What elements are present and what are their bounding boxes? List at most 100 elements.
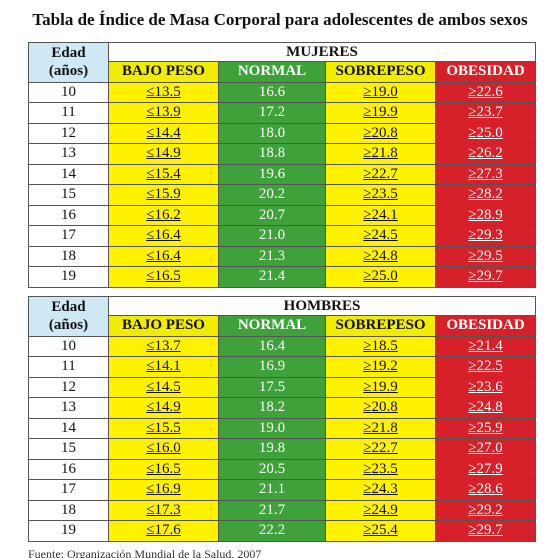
age-header-line2: (años) xyxy=(48,63,89,80)
sobrepeso-cell: ≥24.9 xyxy=(325,499,436,521)
bajo-peso-cell-value: ≤15.9 xyxy=(146,186,181,203)
obesidad-cell: ≥29.5 xyxy=(435,245,536,267)
table-row: 19 ≤16.5 21.4 ≥25.0 ≥29.7 xyxy=(28,266,536,288)
obesidad-cell: ≥23.6 xyxy=(435,376,536,398)
normal-cell: 19.8 xyxy=(218,438,326,460)
obesidad-cell-value: ≥29.7 xyxy=(468,522,503,539)
bajo-peso-cell: ≤16.5 xyxy=(108,458,219,480)
sobrepeso-cell-value: ≥19.0 xyxy=(363,83,398,100)
normal-cell: 21.1 xyxy=(218,479,326,501)
table-row: 18 ≤16.4 21.3 ≥24.8 ≥29.5 xyxy=(28,245,536,267)
obesidad-cell-value: ≥22.5 xyxy=(468,358,503,375)
age-cell: 11 xyxy=(28,356,109,378)
bajo-peso-cell: ≤15.9 xyxy=(108,184,219,206)
obesidad-cell-value: ≥29.3 xyxy=(468,227,503,244)
obesidad-cell-value: ≥26.2 xyxy=(468,145,503,162)
bajo-peso-cell-value: ≤16.2 xyxy=(146,206,181,223)
table-row: 14 ≤15.4 19.6 ≥22.7 ≥27.3 xyxy=(28,163,536,185)
sobrepeso-cell: ≥21.8 xyxy=(325,143,436,165)
age-cell: 18 xyxy=(28,245,109,267)
age-cell: 10 xyxy=(28,81,109,103)
sobrepeso-cell: ≥25.0 xyxy=(325,266,436,288)
obesidad-cell-value: ≥23.7 xyxy=(468,104,503,121)
sobrepeso-cell: ≥21.8 xyxy=(325,417,436,439)
group-header-hombres: HOMBRES xyxy=(108,296,536,316)
age-cell: 15 xyxy=(28,184,109,206)
hombres-rows: 10 ≤13.7 16.4 ≥18.5 ≥21.4 11 ≤14.1 16.9 ≥19.2 ≥22… xyxy=(28,335,536,542)
age-cell: 16 xyxy=(28,458,109,480)
obesidad-cell-value: ≥28.2 xyxy=(468,186,503,203)
obesidad-cell-value: ≥24.8 xyxy=(468,399,503,416)
age-cell: 15 xyxy=(28,438,109,460)
sobrepeso-cell: ≥22.7 xyxy=(325,163,436,185)
age-cell: 17 xyxy=(28,479,109,501)
bajo-peso-cell-value: ≤16.4 xyxy=(146,227,181,244)
sobrepeso-cell-value: ≥24.1 xyxy=(363,206,398,223)
obesidad-cell: ≥24.8 xyxy=(435,397,536,419)
age-header-line1: Edad xyxy=(51,299,86,316)
bajo-peso-cell: ≤13.9 xyxy=(108,102,219,124)
normal-cell: 19.0 xyxy=(218,417,326,439)
group-header-mujeres: MUJERES xyxy=(108,42,536,62)
bajo-peso-cell-value: ≤13.9 xyxy=(146,104,181,121)
normal-cell: 18.8 xyxy=(218,143,326,165)
table-row: 12 ≤14.5 17.5 ≥19.9 ≥23.6 xyxy=(28,376,536,398)
age-cell: 16 xyxy=(28,204,109,226)
bajo-peso-cell-value: ≤17.6 xyxy=(146,522,181,539)
obesidad-cell-value: ≥25.0 xyxy=(468,124,503,141)
sobrepeso-cell: ≥19.9 xyxy=(325,102,436,124)
col-header-obesidad: OBESIDAD xyxy=(435,315,536,337)
obesidad-cell: ≥27.0 xyxy=(435,438,536,460)
table-row: 11 ≤14.1 16.9 ≥19.2 ≥22.5 xyxy=(28,356,536,378)
obesidad-cell-value: ≥22.6 xyxy=(468,83,503,100)
hombres-table: Edad (años) HOMBRES BAJO PESO NORMAL SOB… xyxy=(28,296,536,542)
sobrepeso-cell-value: ≥25.0 xyxy=(363,268,398,285)
obesidad-cell-value: ≥23.6 xyxy=(468,378,503,395)
table-row: 19 ≤17.6 22.2 ≥25.4 ≥29.7 xyxy=(28,520,536,542)
obesidad-cell: ≥28.9 xyxy=(435,204,536,226)
bajo-peso-cell: ≤14.9 xyxy=(108,397,219,419)
obesidad-cell: ≥22.5 xyxy=(435,356,536,378)
table-row: 15 ≤15.9 20.2 ≥23.5 ≥28.2 xyxy=(28,184,536,206)
sobrepeso-cell: ≥24.5 xyxy=(325,225,436,247)
age-header-line2: (años) xyxy=(48,317,89,334)
obesidad-cell-value: ≥28.6 xyxy=(468,481,503,498)
normal-cell: 18.0 xyxy=(218,122,326,144)
page-title: Tabla de Índice de Masa Corporal para ad… xyxy=(32,10,528,29)
age-cell: 19 xyxy=(28,520,109,542)
table-row: 14 ≤15.5 19.0 ≥21.8 ≥25.9 xyxy=(28,417,536,439)
col-header-normal: NORMAL xyxy=(218,61,326,83)
age-cell: 17 xyxy=(28,225,109,247)
table-row: 18 ≤17.3 21.7 ≥24.9 ≥29.2 xyxy=(28,499,536,521)
sobrepeso-cell-value: ≥25.4 xyxy=(363,522,398,539)
bajo-peso-cell-value: ≤16.9 xyxy=(146,481,181,498)
bajo-peso-cell-value: ≤15.5 xyxy=(146,419,181,436)
sobrepeso-cell: ≥20.8 xyxy=(325,122,436,144)
table-row: 13 ≤14.9 18.8 ≥21.8 ≥26.2 xyxy=(28,143,536,165)
age-cell: 12 xyxy=(28,376,109,398)
table-row: 10 ≤13.7 16.4 ≥18.5 ≥21.4 xyxy=(28,335,536,357)
normal-cell: 16.9 xyxy=(218,356,326,378)
obesidad-cell: ≥29.7 xyxy=(435,520,536,542)
age-header-line1: Edad xyxy=(51,45,86,62)
sobrepeso-cell: ≥25.4 xyxy=(325,520,436,542)
sobrepeso-cell: ≥22.7 xyxy=(325,438,436,460)
normal-cell: 19.6 xyxy=(218,163,326,185)
table-row: 12 ≤14.4 18.0 ≥20.8 ≥25.0 xyxy=(28,122,536,144)
obesidad-cell-value: ≥29.5 xyxy=(468,247,503,264)
sobrepeso-cell-value: ≥19.2 xyxy=(363,358,398,375)
bajo-peso-cell-value: ≤14.9 xyxy=(146,399,181,416)
sobrepeso-cell: ≥23.5 xyxy=(325,184,436,206)
bajo-peso-cell: ≤15.5 xyxy=(108,417,219,439)
table-row: 11 ≤13.9 17.2 ≥19.9 ≥23.7 xyxy=(28,102,536,124)
normal-cell: 21.0 xyxy=(218,225,326,247)
obesidad-cell-value: ≥29.2 xyxy=(468,501,503,518)
bajo-peso-cell-value: ≤14.9 xyxy=(146,145,181,162)
bajo-peso-cell: ≤16.4 xyxy=(108,225,219,247)
normal-cell: 21.3 xyxy=(218,245,326,267)
bajo-peso-cell-value: ≤14.5 xyxy=(146,378,181,395)
col-header-bajo-peso: BAJO PESO xyxy=(108,315,219,337)
bajo-peso-cell-value: ≤14.1 xyxy=(146,358,181,375)
obesidad-cell-value: ≥28.9 xyxy=(468,206,503,223)
sobrepeso-cell: ≥19.9 xyxy=(325,376,436,398)
